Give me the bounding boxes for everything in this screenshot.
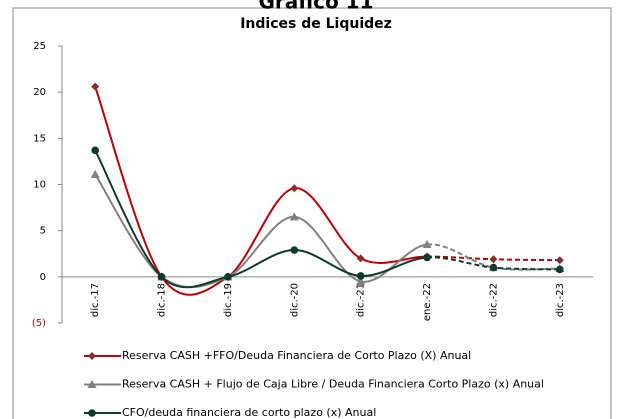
point xyxy=(224,273,232,281)
y-tick-label: 25 xyxy=(33,41,46,52)
point xyxy=(423,253,431,262)
x-tick-label: dic.-21 xyxy=(356,283,367,317)
x-tick-label: dic.-23 xyxy=(555,283,566,317)
x-tick-label: dic.-17 xyxy=(90,283,101,317)
y-tick-label: 10 xyxy=(33,180,46,191)
point xyxy=(90,169,100,178)
legend-label: CFO/deuda financiera de corto plazo (x) … xyxy=(122,406,376,419)
x-tick-label: dic.-18 xyxy=(157,283,168,317)
point xyxy=(489,263,498,272)
x-tick-label: dic.-20 xyxy=(289,283,300,317)
point xyxy=(289,212,299,221)
point xyxy=(422,240,432,249)
series-line xyxy=(426,243,560,271)
point xyxy=(356,254,365,263)
chart-title: Indices de Liquidez xyxy=(240,16,392,32)
y-tick-label: 20 xyxy=(33,87,46,98)
point xyxy=(356,272,365,280)
x-tick-label: dic.-22 xyxy=(488,283,499,317)
point xyxy=(157,273,166,281)
point xyxy=(556,265,564,274)
legend-marker xyxy=(87,380,97,388)
point xyxy=(91,146,99,155)
legend-marker xyxy=(88,409,96,417)
legend-marker xyxy=(88,352,96,360)
chart-frame xyxy=(12,7,612,419)
point xyxy=(290,246,299,254)
point xyxy=(555,256,564,265)
point xyxy=(489,255,498,264)
x-tick-label: ene.-22 xyxy=(422,283,433,321)
point xyxy=(290,184,299,193)
y-tick-label: 0 xyxy=(40,272,46,283)
y-tick-label: 15 xyxy=(33,133,46,144)
y-tick-label: (5) xyxy=(32,318,46,329)
legend-label: Reserva CASH +FFO/Deuda Financiera de Co… xyxy=(122,349,471,362)
series-line xyxy=(94,173,428,289)
legend-label: Reserva CASH + Flujo de Caja Libre / Deu… xyxy=(122,378,544,391)
point xyxy=(91,82,100,91)
x-tick-label: dic.-19 xyxy=(223,283,234,317)
point xyxy=(356,276,366,285)
header: Gráfico 11 xyxy=(259,0,374,14)
y-tick-label: 5 xyxy=(40,226,46,237)
